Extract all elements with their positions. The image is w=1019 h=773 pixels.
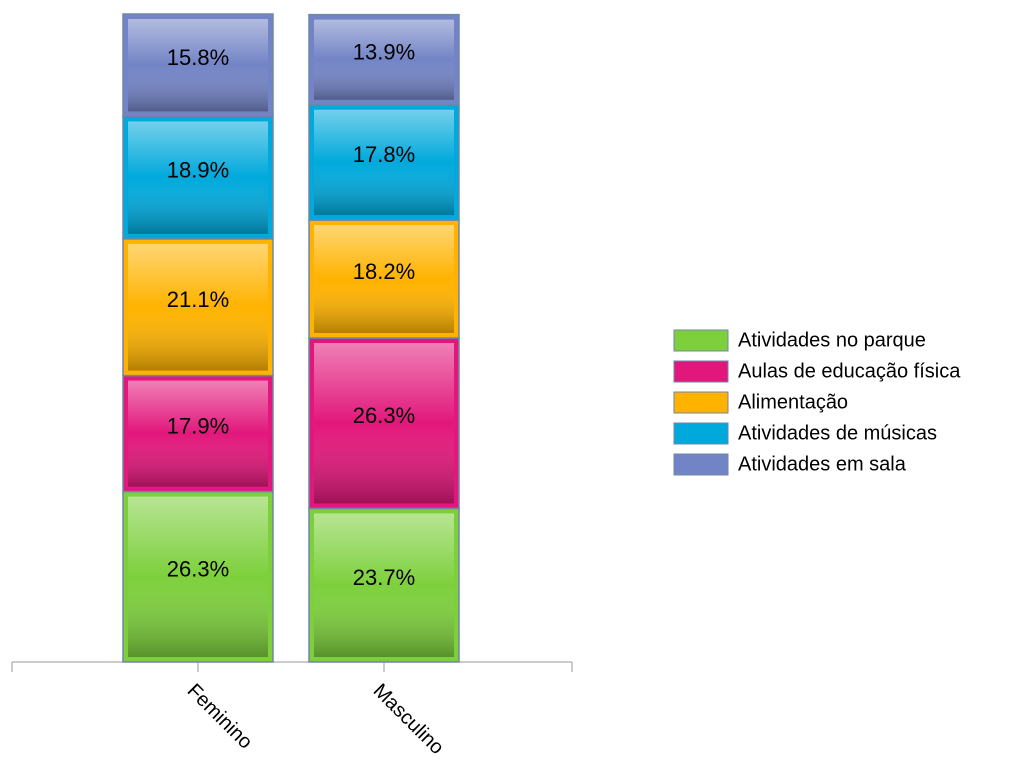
legend-label: Atividades em sala bbox=[738, 453, 907, 475]
data-label: 17.9% bbox=[167, 413, 229, 438]
legend-swatch bbox=[673, 453, 729, 476]
legend-swatch bbox=[673, 391, 729, 414]
data-label: 17.8% bbox=[353, 142, 415, 167]
x-tick-label: Masculino bbox=[369, 680, 448, 759]
bar-gloss bbox=[128, 121, 268, 234]
bar-gloss bbox=[314, 109, 454, 216]
data-label: 23.7% bbox=[353, 565, 415, 590]
data-label: 18.2% bbox=[353, 259, 415, 284]
legend-label: Alimentação bbox=[738, 391, 848, 413]
bar-gloss bbox=[128, 19, 268, 112]
data-label: 26.3% bbox=[167, 557, 229, 582]
bar-gloss bbox=[314, 225, 454, 333]
data-label: 13.9% bbox=[353, 39, 415, 64]
legend-label: Aulas de educação física bbox=[738, 360, 961, 382]
data-label: 21.1% bbox=[167, 287, 229, 312]
bar-gloss bbox=[314, 343, 454, 504]
bar-gloss bbox=[314, 19, 454, 100]
legend-label: Atividades de músicas bbox=[738, 422, 937, 444]
x-tick-label: Feminino bbox=[183, 680, 257, 754]
legend-label: Atividades no parque bbox=[738, 329, 926, 351]
bar-gloss bbox=[128, 380, 268, 487]
legend-swatch bbox=[673, 360, 729, 383]
data-label: 26.3% bbox=[353, 403, 415, 428]
data-label: 18.9% bbox=[167, 157, 229, 182]
legend-swatch bbox=[673, 329, 729, 352]
data-label: 15.8% bbox=[167, 45, 229, 70]
bar-gloss bbox=[314, 513, 454, 657]
bar-gloss bbox=[128, 496, 268, 657]
legend-swatch bbox=[673, 422, 729, 445]
bar-gloss bbox=[128, 243, 268, 371]
